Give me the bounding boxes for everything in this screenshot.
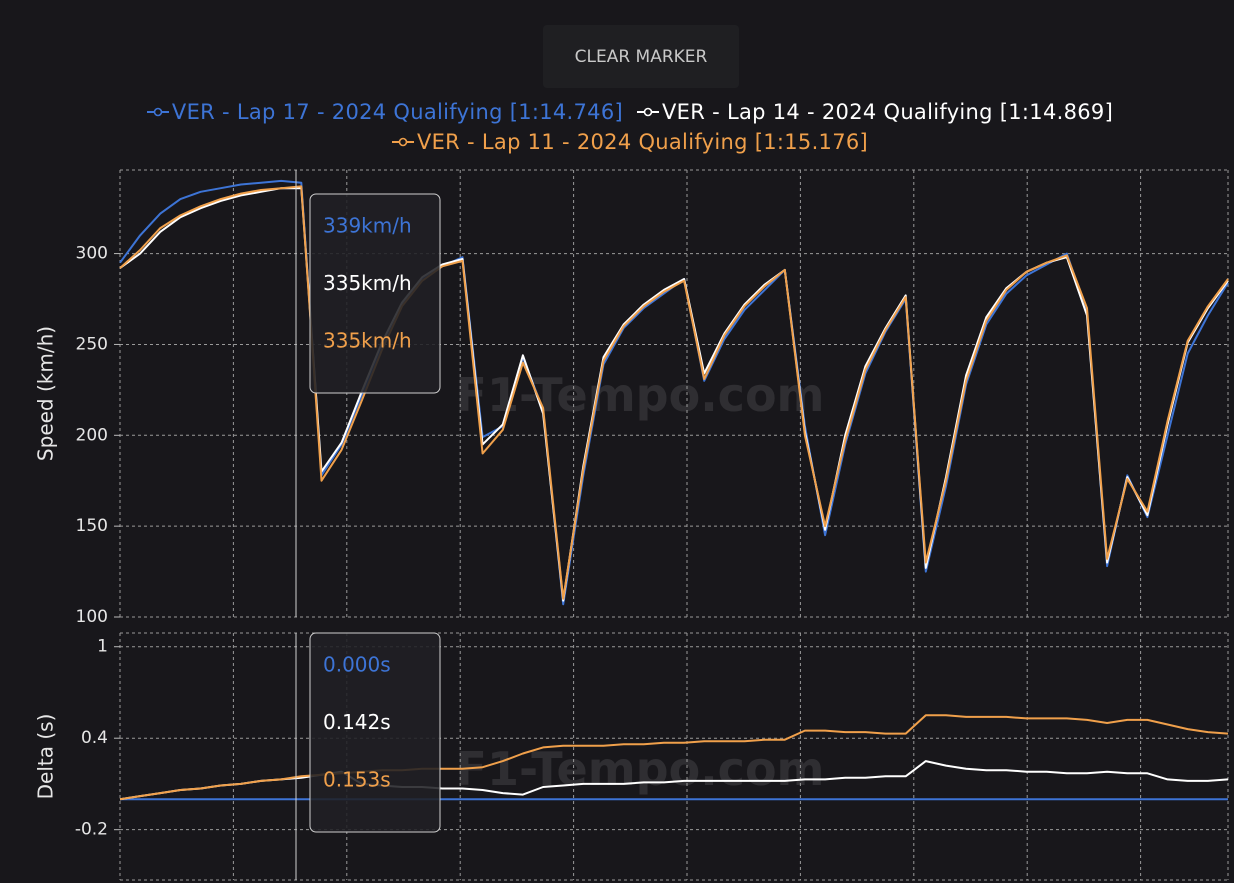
marker-value: 0.153s	[323, 768, 391, 792]
legend-entry[interactable]: VER - Lap 14 - 2024 Qualifying [1:14.869…	[637, 100, 1113, 124]
series-line	[119, 185, 1229, 600]
legend: VER - Lap 17 - 2024 Qualifying [1:14.746…	[80, 100, 1180, 154]
legend-label: VER - Lap 17 - 2024 Qualifying [1:14.746…	[171, 100, 623, 124]
y-tick-label: 100	[76, 607, 108, 627]
legend-entry[interactable]: VER - Lap 17 - 2024 Qualifying [1:14.746…	[146, 100, 623, 124]
legend-icon	[637, 107, 659, 117]
y-axis-label: Delta (s)	[34, 714, 58, 800]
marker-value: 335km/h	[323, 271, 412, 295]
clear-marker-button[interactable]	[543, 25, 739, 88]
y-tick-label: 1	[97, 637, 108, 657]
marker-tooltip	[309, 193, 441, 394]
legend-entry[interactable]: VER - Lap 11 - 2024 Qualifying [1:15.176…	[391, 130, 869, 154]
y-tick-label: 0.4	[81, 728, 108, 748]
marker-tooltip	[309, 632, 441, 833]
marker-value: 339km/h	[323, 214, 412, 238]
series-line	[119, 714, 1229, 801]
legend-label: VER - Lap 11 - 2024 Qualifying [1:15.176…	[416, 130, 869, 154]
y-axis-label: Speed (km/h)	[34, 326, 58, 461]
button-label[interactable]: CLEAR MARKER	[575, 47, 708, 67]
y-tick-label: 150	[76, 516, 108, 536]
marker-value: 0.000s	[323, 653, 391, 677]
y-tick-label: 300	[76, 244, 108, 264]
legend-icon	[391, 137, 414, 147]
series-line	[119, 760, 1229, 801]
watermark: F1-Tempo.com	[456, 742, 825, 796]
marker-value: 0.142s	[323, 710, 391, 734]
marker-value: 335km/h	[323, 329, 412, 353]
y-tick-label: 200	[76, 425, 108, 445]
y-tick-label: 250	[76, 334, 108, 354]
y-tick-label: -0.2	[75, 820, 108, 840]
legend-icon	[146, 107, 169, 117]
legend-label: VER - Lap 14 - 2024 Qualifying [1:14.869…	[662, 100, 1114, 124]
